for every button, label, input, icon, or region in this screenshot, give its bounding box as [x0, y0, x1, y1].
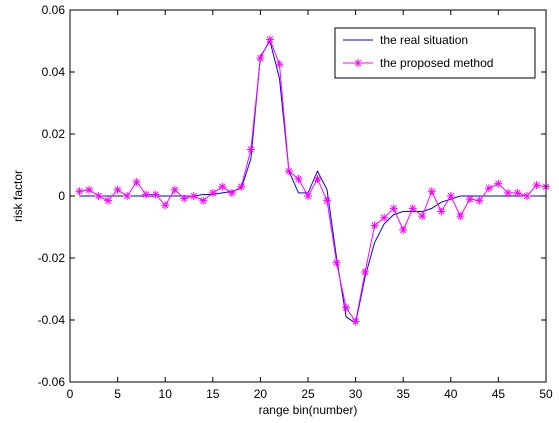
data-point-marker	[399, 226, 408, 235]
data-point-marker	[418, 212, 427, 221]
data-point-marker	[256, 54, 265, 63]
series-layer	[75, 35, 550, 326]
x-axis-label: range bin(number)	[259, 403, 358, 417]
data-point-marker	[304, 192, 312, 200]
data-point-marker	[75, 187, 84, 196]
legend-box	[334, 27, 536, 79]
data-point-marker	[123, 192, 132, 200]
data-point-marker	[503, 188, 512, 197]
data-point-marker	[370, 221, 379, 230]
y-tick-label: 0.06	[42, 3, 66, 17]
data-point-marker	[189, 192, 198, 200]
data-point-marker	[484, 184, 493, 193]
data-point-marker	[208, 188, 217, 197]
y-tick-label: -0.02	[38, 251, 66, 265]
data-point-marker	[180, 194, 189, 203]
data-point-marker	[151, 190, 160, 199]
data-point-marker	[284, 167, 293, 176]
data-point-marker	[218, 182, 227, 191]
data-point-marker	[456, 212, 465, 221]
y-tick-label: 0	[58, 189, 65, 203]
x-tick-label: 10	[159, 387, 173, 401]
data-point-marker	[142, 190, 151, 199]
data-point-marker	[85, 185, 94, 194]
data-point-marker	[265, 35, 274, 44]
legend: the real situation the proposed method	[334, 27, 536, 79]
data-point-marker	[475, 196, 484, 205]
data-point-marker	[313, 174, 322, 183]
data-point-marker	[380, 213, 389, 222]
y-tick-label: 0.02	[42, 127, 66, 141]
data-point-marker	[237, 182, 246, 191]
legend-label-proposed: the proposed method	[380, 56, 493, 70]
data-point-marker	[389, 204, 398, 213]
tick-layer: 0 5 10 15 20 25 30 35 40 45 50 -0.06 -0.04 -0.02 0 0.02…	[38, 3, 553, 401]
data-point-marker	[332, 258, 341, 267]
x-tick-label: 0	[67, 387, 74, 401]
data-point-marker	[94, 192, 103, 200]
y-axis-label: risk factor	[11, 170, 25, 222]
x-tick-label: 15	[206, 387, 220, 401]
x-tick-label: 30	[349, 387, 363, 401]
data-point-marker	[246, 145, 255, 154]
legend-marker-proposed	[354, 59, 362, 67]
data-point-marker	[427, 187, 436, 196]
data-point-marker	[132, 178, 141, 187]
data-point-marker	[532, 181, 541, 190]
data-point-marker	[294, 174, 303, 183]
data-point-marker	[361, 267, 370, 276]
data-point-marker	[161, 201, 170, 210]
y-tick-label: -0.06	[38, 375, 66, 389]
data-point-marker	[275, 60, 284, 69]
x-tick-label: 50	[539, 387, 553, 401]
data-point-marker	[170, 185, 179, 194]
data-point-marker	[104, 196, 113, 205]
data-point-marker	[513, 188, 522, 197]
y-tick-label: 0.04	[42, 65, 66, 79]
x-tick-label: 45	[492, 387, 506, 401]
data-point-marker	[199, 196, 208, 205]
data-point-marker	[465, 195, 474, 204]
data-point-marker	[323, 196, 332, 205]
x-tick-label: 25	[301, 387, 315, 401]
data-point-marker	[522, 192, 531, 200]
data-point-marker	[227, 188, 236, 197]
legend-asterisk-icon	[354, 59, 362, 67]
y-tick-label: -0.04	[38, 313, 66, 327]
data-point-marker	[408, 204, 417, 213]
data-point-marker	[113, 185, 122, 194]
x-tick-label: 20	[254, 387, 268, 401]
data-point-marker	[351, 317, 360, 326]
x-tick-label: 35	[397, 387, 411, 401]
plot-frame	[69, 9, 547, 383]
data-point-marker	[342, 303, 351, 312]
legend-label-real: the real situation	[380, 33, 468, 47]
x-tick-label: 5	[114, 387, 121, 401]
data-point-marker	[446, 192, 455, 200]
data-point-marker	[494, 179, 503, 188]
data-point-marker	[437, 207, 446, 216]
x-tick-label: 40	[444, 387, 458, 401]
